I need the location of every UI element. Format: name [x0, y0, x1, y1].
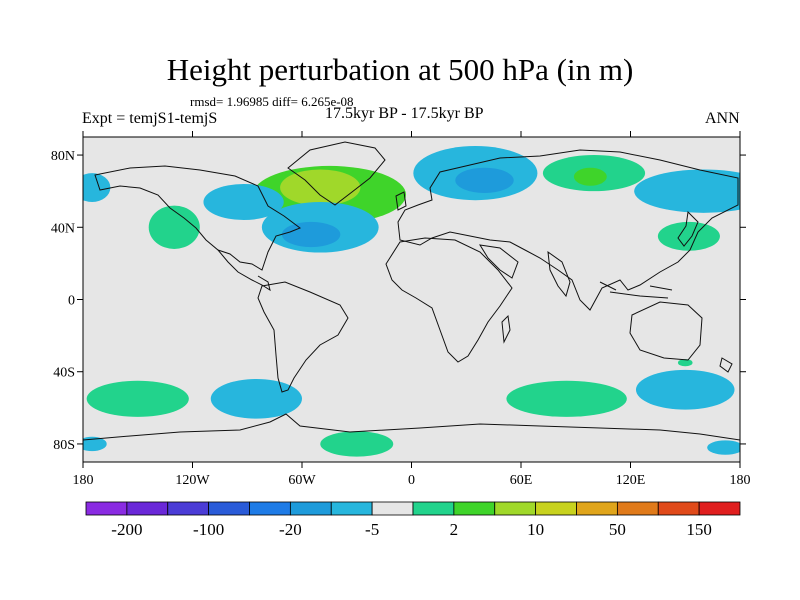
colorbar-label: 10 — [527, 520, 544, 539]
colorbar-label: -20 — [279, 520, 302, 539]
colorbar-label: -5 — [365, 520, 379, 539]
colorbar-swatch — [535, 501, 577, 516]
colorbar-swatch — [412, 501, 455, 516]
x-tick-label: 120E — [616, 473, 646, 488]
season-label: ANN — [705, 110, 740, 127]
coastline-eurasia — [397, 149, 739, 311]
coastline-greenland — [287, 141, 386, 206]
y-tick-label: 80S — [53, 438, 75, 453]
colorbar-label: 50 — [609, 520, 626, 539]
field-region-19 — [707, 440, 740, 455]
x-tick-label: 120W — [175, 473, 210, 488]
field-region-17 — [320, 431, 394, 457]
coastline-south-america — [257, 281, 349, 393]
field-region-4 — [203, 183, 284, 221]
field-region-15 — [506, 380, 627, 417]
field-region-11 — [634, 169, 740, 213]
x-tick-label: 180 — [730, 473, 751, 488]
field-region-1 — [280, 169, 361, 206]
colorbar-swatch — [616, 501, 659, 516]
coastline-indonesia — [599, 281, 673, 299]
field-region-16 — [635, 369, 735, 410]
period-label: 17.5kyr BP - 17.5kyr BP — [325, 105, 484, 122]
colorbar-swatch — [453, 501, 496, 516]
field-region-12 — [657, 221, 720, 251]
colorbar-swatch — [126, 501, 169, 516]
field-region-13 — [86, 380, 189, 417]
coastline-japan — [677, 210, 699, 247]
axis-ticks: 180 120W 60W 0 60E 120E 180 80N 40N 0 40S 80S — [51, 131, 751, 488]
coastline-antarctica — [83, 413, 740, 441]
coastline-north-america — [94, 165, 302, 271]
coastline-arabia — [479, 244, 519, 279]
y-tick-label: 80N — [51, 149, 75, 164]
colorbar-swatch — [330, 501, 373, 516]
field-region-6 — [281, 221, 341, 248]
colorbar-swatch — [576, 501, 618, 516]
colorbar-swatch — [85, 501, 128, 516]
field-region-14 — [210, 378, 302, 419]
colorbar-label: 150 — [686, 520, 712, 539]
colorbar-swatch — [371, 501, 414, 516]
field-region-3 — [83, 173, 111, 202]
colorbar-swatch — [208, 501, 250, 516]
coastline-new-zealand — [719, 357, 733, 373]
coastline-central-america — [217, 249, 271, 292]
field-region-18 — [83, 436, 107, 452]
coastline-uk — [395, 191, 407, 211]
field-region-20 — [677, 359, 693, 367]
coastlines — [83, 141, 740, 441]
colorbar-label: 2 — [450, 520, 459, 539]
coastline-africa — [385, 237, 513, 363]
field-region-2 — [148, 205, 200, 249]
colorbar-swatch — [494, 501, 537, 516]
field-region-10 — [573, 167, 607, 186]
colorbar-swatch — [167, 501, 210, 516]
y-tick-label: 40S — [53, 366, 75, 381]
colorbar: -200 -100 -20 -5 2 10 50 150 — [85, 501, 741, 539]
coastline-australia — [629, 301, 703, 361]
colorbar-swatch — [249, 501, 291, 516]
field-region-8 — [455, 167, 514, 193]
stats-text: rmsd= 1.96985 diff= 6.265e-08 — [190, 94, 354, 109]
colorbar-swatch — [657, 501, 700, 516]
y-tick-label: 40N — [51, 221, 75, 236]
colorbar-swatch — [289, 501, 332, 516]
colorbar-label: -200 — [111, 520, 142, 539]
coastline-madagascar — [501, 314, 511, 344]
colorbar-swatch — [698, 501, 741, 516]
chart-title: Height perturbation at 500 hPa (in m) — [166, 52, 634, 87]
x-tick-label: 60W — [288, 473, 316, 488]
y-tick-label: 0 — [68, 294, 75, 309]
x-tick-label: 60E — [510, 473, 533, 488]
coastline-india — [547, 250, 571, 298]
map-background — [83, 137, 740, 462]
colorbar-label: -100 — [193, 520, 224, 539]
experiment-label: Expt = temjS1-temjS — [82, 110, 218, 127]
x-tick-label: 0 — [408, 473, 415, 488]
x-tick-label: 180 — [73, 473, 94, 488]
